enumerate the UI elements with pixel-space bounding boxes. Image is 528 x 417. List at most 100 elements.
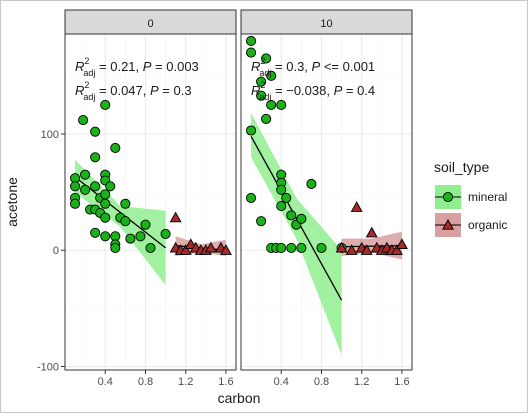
x-tick-label: 0.8 (314, 376, 329, 388)
data-point-mineral (246, 192, 257, 203)
x-tick-label: 1.6 (394, 376, 409, 388)
data-point-mineral (100, 99, 111, 110)
y-axis-title: acetone (4, 177, 20, 227)
data-point-organic (360, 244, 373, 255)
data-point-mineral (246, 125, 257, 136)
r-subscript: adj (83, 68, 95, 78)
x-axis-title: carbon (218, 390, 261, 406)
facet-strip (240, 9, 413, 35)
data-point-mineral (90, 227, 101, 238)
r-subscript: adj (83, 92, 95, 102)
data-point-mineral (110, 242, 121, 253)
data-point-mineral (306, 178, 317, 190)
legend-triangle-icon (442, 218, 454, 230)
data-point-organic (345, 244, 358, 255)
p-symbol: P (334, 83, 343, 98)
r-symbol: R (251, 59, 260, 74)
y-tick-label: -100 (37, 362, 59, 374)
legend-label: mineral (468, 190, 507, 204)
data-point-mineral (145, 242, 156, 253)
stat-annotation: R2 adj = −0.038, P = 0.4 (251, 80, 375, 102)
data-point-mineral (296, 242, 307, 253)
data-point-mineral (120, 216, 131, 227)
data-point-mineral (286, 242, 297, 253)
data-point-mineral (125, 233, 136, 244)
r-superscript: 2 (84, 80, 89, 90)
r-superscript: 2 (260, 80, 265, 90)
panel-border (64, 33, 237, 371)
data-point-mineral (100, 198, 111, 209)
x-tick-label: 1.2 (178, 376, 193, 388)
legend-label: organic (468, 218, 507, 232)
panel-border (240, 33, 413, 371)
data-point-mineral (120, 198, 131, 209)
data-point-mineral (100, 212, 111, 223)
data-point-mineral (100, 231, 111, 242)
p-symbol: P (312, 59, 321, 74)
data-point-mineral (261, 113, 272, 124)
data-point-mineral (266, 99, 277, 110)
p-symbol: P (143, 59, 152, 74)
facet-strip-label: 10 (320, 18, 332, 30)
data-point-organic (395, 238, 408, 250)
legend-circle-icon (442, 191, 454, 203)
fit-line-mineral (74, 176, 166, 249)
x-tick-label: 0.4 (274, 376, 289, 388)
x-tick-label: 0.4 (98, 376, 113, 388)
r-symbol: R (75, 59, 84, 74)
r2-value: = 0.21, (95, 59, 142, 74)
data-point-organic (179, 244, 192, 255)
data-point-mineral (90, 181, 101, 192)
data-point-mineral (80, 184, 91, 195)
data-point-mineral (90, 152, 101, 163)
r2-value: = −0.038, (271, 83, 333, 98)
p-value: = 0.003 (151, 59, 198, 74)
data-point-organic (365, 226, 378, 238)
data-point-mineral (70, 181, 81, 192)
p-value: = 0.4 (342, 83, 375, 98)
data-point-mineral (276, 99, 287, 110)
y-tick-label: 100 (41, 129, 59, 141)
r-symbol: R (251, 83, 260, 98)
stat-annotation: R2 adj = 0.047, P = 0.3 (75, 80, 192, 102)
y-tick-label: 0 (53, 245, 59, 257)
data-point-mineral (316, 242, 327, 253)
stat-annotation: R2 adj = 0.21, P = 0.003 (75, 56, 199, 78)
data-point-mineral (256, 76, 267, 87)
facet-strip-label: 0 (147, 18, 153, 30)
data-point-mineral (78, 114, 89, 126)
data-point-mineral (105, 181, 116, 192)
data-point-organic (335, 241, 348, 253)
p-symbol: P (150, 83, 159, 98)
data-point-mineral (276, 242, 287, 253)
data-point-organic (390, 244, 403, 255)
r-subscript: adj (259, 68, 271, 78)
stat-annotation: R2 adj = 0.3, P <= 0.001 (251, 56, 375, 78)
r-symbol: R (75, 83, 84, 98)
data-point-mineral (276, 201, 287, 212)
r-subscript: adj (259, 92, 271, 102)
data-point-mineral (246, 35, 257, 47)
r-superscript: 2 (84, 56, 89, 66)
x-tick-label: 1.2 (354, 376, 369, 388)
data-point-mineral (70, 198, 81, 209)
legend-title: soil_type (434, 159, 489, 175)
data-point-mineral (246, 47, 257, 58)
data-point-mineral (90, 126, 101, 137)
data-point-mineral (160, 228, 171, 240)
r2-value: = 0.047, (95, 83, 150, 98)
r2-value: = 0.3, (271, 59, 311, 74)
data-point-organic (204, 241, 217, 253)
data-point-organic (169, 211, 182, 223)
data-point-mineral (276, 184, 287, 195)
facet-strip (64, 9, 237, 35)
data-point-mineral (281, 192, 292, 203)
data-point-mineral (261, 53, 272, 64)
confidence-band-mineral (251, 113, 342, 355)
data-point-mineral (140, 219, 151, 230)
